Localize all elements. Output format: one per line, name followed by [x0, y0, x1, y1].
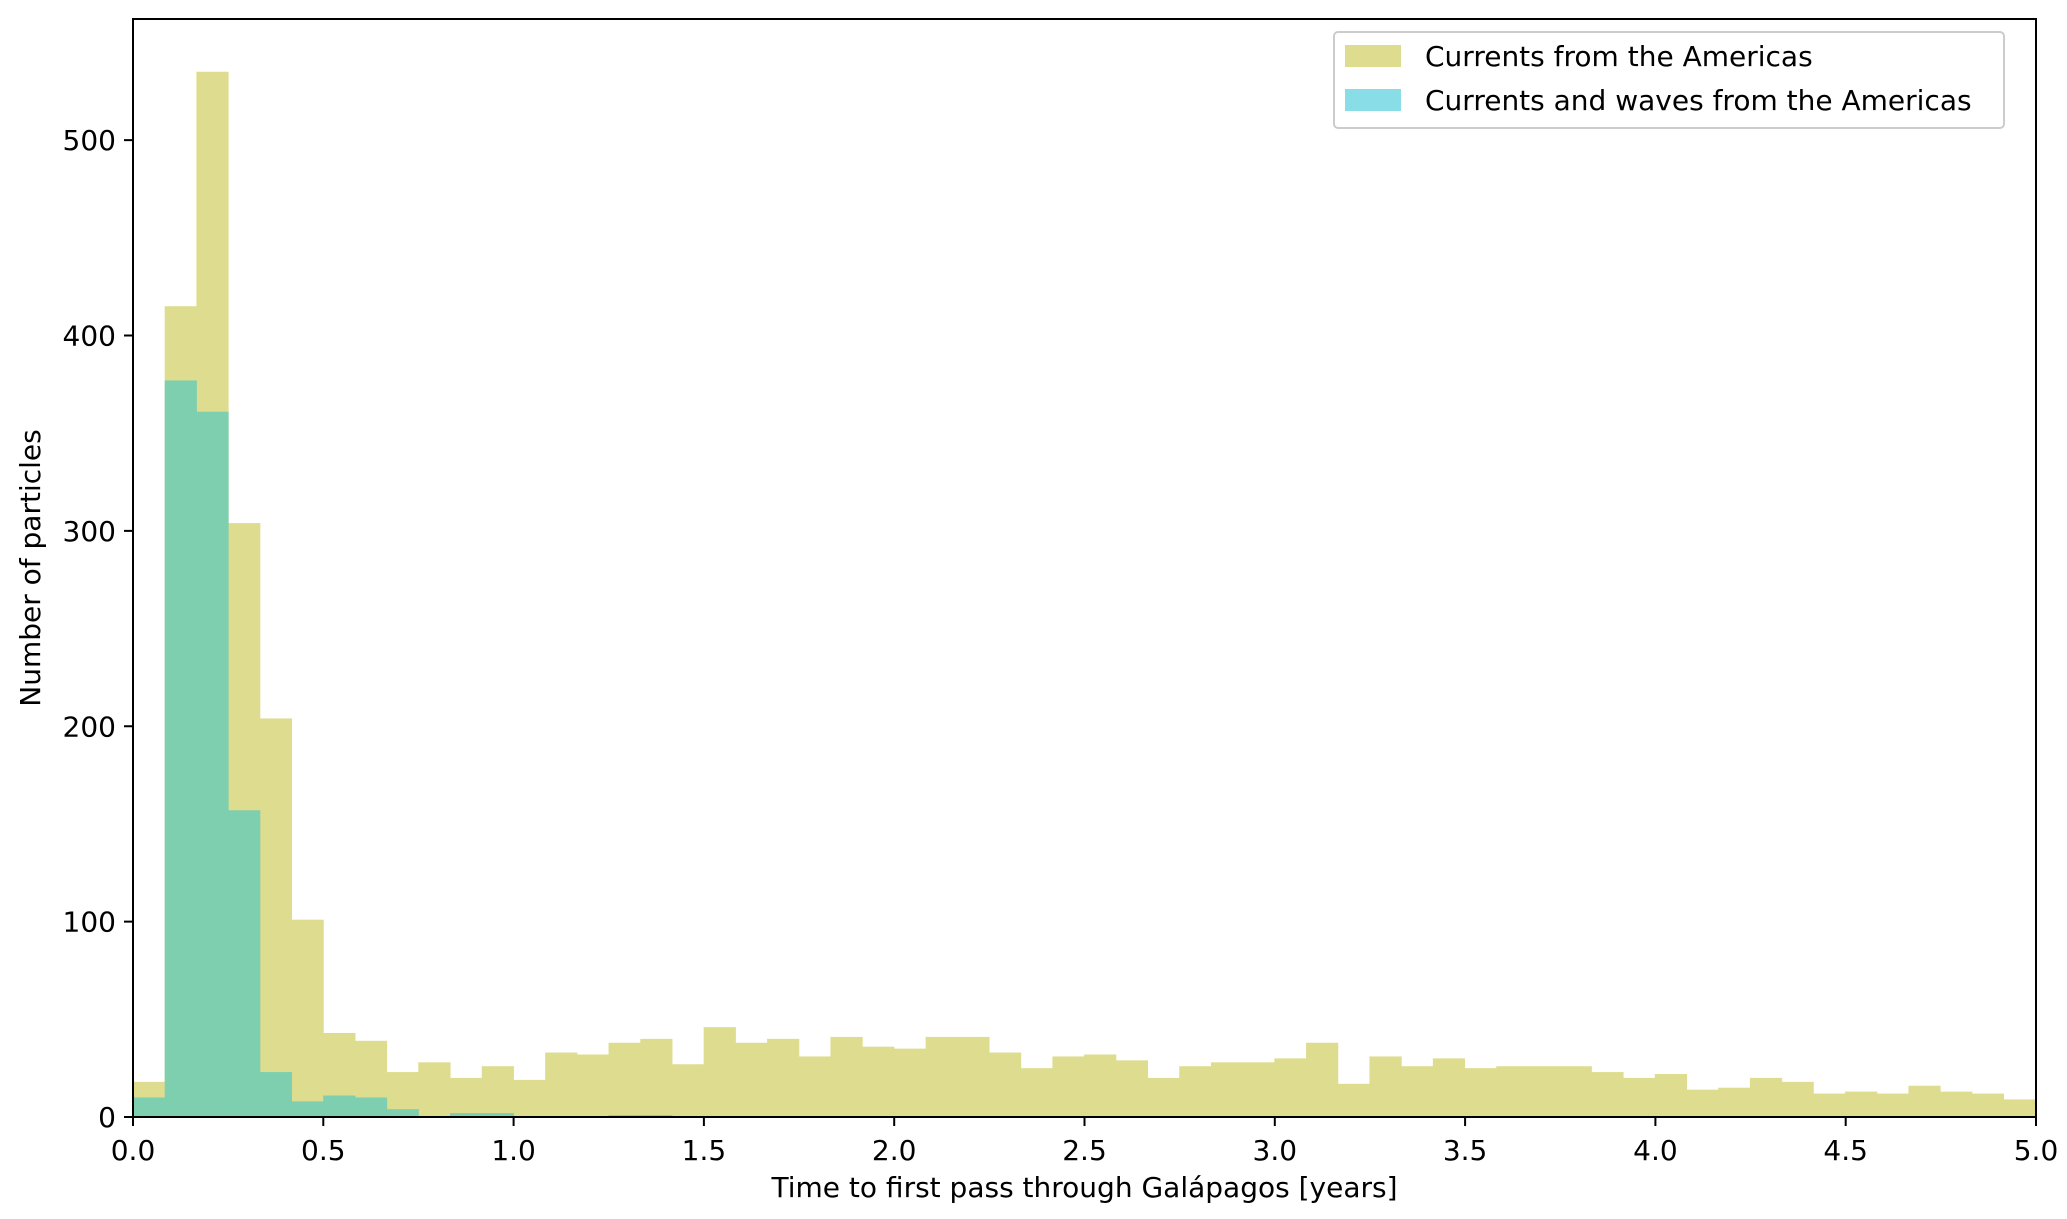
bar-currents [1940, 1091, 1973, 1117]
bar-currents [830, 1036, 863, 1117]
bar-currents [1845, 1091, 1878, 1117]
bar-currents [1242, 1062, 1275, 1117]
bar-currents [925, 1036, 958, 1117]
bar-currents-waves [133, 1097, 166, 1117]
series-currents-bars [133, 71, 2036, 1118]
bar-currents [1781, 1081, 1814, 1117]
bar-currents [2003, 1099, 2036, 1117]
x-tick-label: 3.0 [1253, 1134, 1298, 1167]
y-tick-label: 300 [63, 515, 116, 548]
bar-currents [608, 1042, 641, 1117]
x-tick-label: 4.0 [1633, 1134, 1678, 1167]
bar-currents [418, 1062, 451, 1117]
bar-currents-waves [323, 1095, 356, 1117]
bar-currents [862, 1046, 895, 1117]
bar-currents [1464, 1068, 1497, 1117]
bar-currents-waves [259, 1072, 293, 1117]
bar-currents [1052, 1056, 1085, 1117]
legend-label-currents-waves: Currents and waves from the Americas [1425, 84, 1972, 117]
bar-currents [481, 1066, 514, 1117]
x-tick-label: 0.0 [111, 1134, 156, 1167]
bar-currents [703, 1027, 736, 1117]
bar-currents [1115, 1060, 1149, 1117]
bar-currents [1876, 1093, 1909, 1117]
bar-currents [576, 1054, 610, 1117]
x-tick-label: 2.5 [1062, 1134, 1107, 1167]
bar-currents [989, 1052, 1022, 1117]
x-tick-label: 5.0 [2014, 1134, 2059, 1167]
bar-currents-waves [228, 810, 261, 1117]
y-axis-label: Number of particles [14, 429, 47, 706]
x-tick-label: 0.5 [301, 1134, 346, 1167]
bar-currents [513, 1079, 546, 1117]
bar-currents [767, 1038, 800, 1117]
y-tick-label: 500 [63, 124, 116, 157]
bar-currents-waves [196, 411, 229, 1118]
x-axis-label: Time to first pass through Galápagos [ye… [771, 1171, 1398, 1204]
bar-currents-waves [450, 1113, 483, 1117]
bar-currents [1337, 1083, 1370, 1117]
bar-currents [1559, 1066, 1592, 1117]
bar-currents [1686, 1089, 1719, 1117]
y-tick-label: 100 [63, 906, 116, 939]
x-tick-label: 1.0 [491, 1134, 536, 1167]
bar-currents [1654, 1074, 1687, 1117]
bar-currents [798, 1056, 831, 1117]
x-axis: 0.0 0.5 1.0 1.5 2.0 2.5 3.0 3.5 4.0 4.5 5.0 [111, 1117, 2059, 1167]
bar-currents [1274, 1058, 1307, 1117]
y-tick-label: 400 [63, 320, 116, 353]
bar-currents [450, 1077, 483, 1117]
bar-currents-waves [164, 380, 197, 1117]
bar-currents-waves [481, 1113, 514, 1117]
y-tick-label: 200 [63, 710, 116, 743]
bar-currents [545, 1052, 578, 1117]
bar-currents [1971, 1093, 2005, 1117]
y-tick-label: 0 [98, 1101, 116, 1134]
bar-currents [1718, 1087, 1751, 1117]
legend-label-currents: Currents from the Americas [1425, 40, 1813, 73]
bar-currents [1527, 1066, 1561, 1117]
bar-currents-waves [291, 1101, 324, 1117]
bar-currents [1147, 1077, 1180, 1117]
bar-currents [893, 1048, 927, 1117]
bar-currents [1020, 1068, 1053, 1117]
bar-currents [735, 1042, 768, 1117]
bar-currents [291, 919, 324, 1117]
x-tick-label: 2.0 [872, 1134, 917, 1167]
bar-currents [1908, 1085, 1941, 1117]
bar-currents [1813, 1093, 1846, 1117]
bar-currents [1432, 1058, 1466, 1117]
bar-currents [1179, 1066, 1212, 1117]
bar-currents [1084, 1054, 1117, 1117]
y-axis: 0 100 200 300 400 500 [63, 124, 133, 1134]
bar-currents-waves [386, 1109, 419, 1117]
bar-currents [1210, 1062, 1244, 1117]
x-tick-label: 1.5 [682, 1134, 727, 1167]
legend: Currents from the Americas Currents and … [1333, 31, 2005, 129]
plot-frame [132, 18, 2037, 1118]
bar-currents [1369, 1056, 1402, 1117]
bar-currents [957, 1036, 990, 1117]
bar-currents [1591, 1072, 1624, 1117]
bar-currents [259, 718, 293, 1117]
x-tick-label: 3.5 [1443, 1134, 1488, 1167]
bar-currents-waves [354, 1097, 388, 1117]
legend-box [1333, 31, 2005, 129]
bar-currents [1496, 1066, 1529, 1117]
bar-currents [1749, 1077, 1783, 1117]
x-tick-label: 4.5 [1823, 1134, 1868, 1167]
legend-swatch-currents [1345, 45, 1401, 67]
bar-currents [1401, 1066, 1434, 1117]
bar-currents [1623, 1077, 1656, 1117]
bar-currents [671, 1064, 705, 1117]
legend-swatch-currents-waves [1345, 89, 1401, 111]
bar-currents [1306, 1042, 1339, 1117]
bar-currents [640, 1038, 673, 1117]
series-currents-waves-bars [133, 380, 673, 1118]
